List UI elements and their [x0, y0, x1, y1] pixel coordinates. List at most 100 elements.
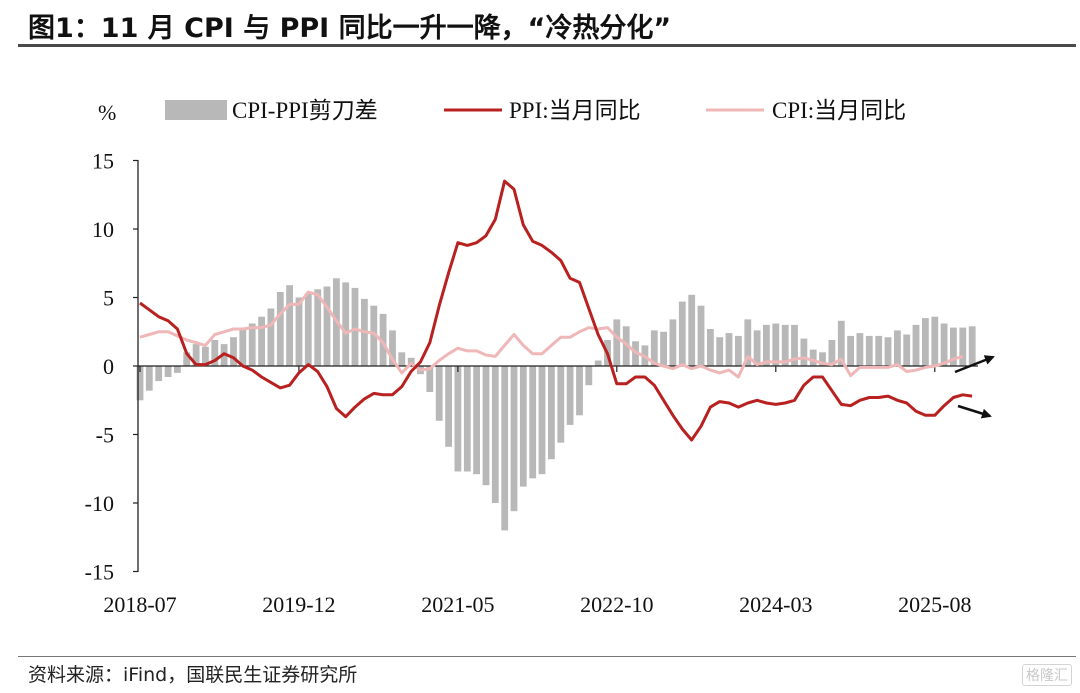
gap-bar — [286, 285, 293, 366]
y-tick-label: 15 — [92, 149, 114, 174]
gap-bar — [753, 330, 761, 366]
y-tick-label: 10 — [92, 217, 114, 242]
gap-bar — [435, 366, 443, 421]
gap-bar — [426, 366, 434, 392]
gap-bar — [370, 305, 378, 366]
gap-bar — [351, 287, 359, 366]
gap-bar — [510, 366, 518, 512]
gap-bar — [136, 366, 144, 401]
gap-bar — [557, 366, 565, 443]
gap-bar — [912, 324, 920, 366]
source-note: 资料来源：iFind，国联民生证券研究所 — [28, 664, 358, 686]
gap-bar — [379, 313, 387, 366]
gap-bar — [519, 366, 527, 487]
legend-gap-swatch — [165, 100, 227, 120]
gap-bar — [744, 319, 752, 366]
gap-bar — [968, 326, 976, 366]
gap-bar — [454, 366, 462, 472]
gap-bar — [491, 366, 499, 503]
gap-bar — [884, 337, 892, 366]
gap-bar — [267, 308, 275, 366]
gap-bars — [136, 278, 976, 531]
gap-bar — [688, 294, 696, 366]
y-tick-label: -5 — [96, 423, 114, 448]
gap-bar — [660, 331, 667, 367]
gap-bar — [950, 327, 957, 366]
legend-cpi-label: CPI:当月同比 — [772, 98, 906, 123]
gap-bar — [538, 366, 546, 475]
x-tick-label: 2022-10 — [580, 592, 653, 617]
gap-bar — [622, 326, 630, 366]
unit-label: % — [98, 100, 116, 125]
gap-bar — [847, 335, 854, 366]
gap-bar — [856, 333, 864, 366]
gap-bar — [940, 323, 948, 366]
gap-bar — [959, 327, 967, 366]
gap-bar — [837, 320, 845, 366]
gap-bar — [174, 366, 181, 373]
gap-bar — [398, 352, 406, 366]
gap-bar — [697, 305, 705, 366]
gap-bar — [192, 344, 200, 366]
gap-bar — [707, 329, 714, 366]
gap-bar — [566, 366, 574, 425]
gap-bar — [548, 366, 555, 460]
watermark-logo: 格隆汇 — [1022, 664, 1072, 686]
gap-bar — [650, 330, 658, 366]
gap-bar — [772, 323, 780, 366]
gap-bar — [735, 335, 742, 366]
gap-bar — [276, 292, 284, 366]
x-tick-label: 2025-08 — [898, 592, 971, 617]
up-trend-arrow — [954, 355, 995, 374]
source-divider — [18, 656, 1076, 657]
gap-bar — [865, 335, 873, 366]
gap-bar — [463, 366, 471, 472]
gap-bar — [613, 319, 621, 366]
down-trend-arrow — [957, 404, 992, 419]
legend-ppi-label: PPI:当月同比 — [509, 98, 641, 123]
x-tick-label: 2024-03 — [739, 592, 812, 617]
gap-bar — [529, 366, 537, 479]
gap-bar — [239, 329, 247, 366]
gap-bar — [763, 324, 770, 366]
gap-bar — [791, 324, 798, 366]
gap-bar — [678, 301, 686, 366]
gap-bar — [931, 316, 939, 366]
gap-bar — [164, 366, 172, 377]
gap-bar — [894, 330, 901, 366]
gap-bar — [922, 318, 929, 366]
gap-bar — [482, 366, 490, 486]
gap-bar — [501, 366, 509, 531]
gap-bar — [594, 360, 602, 366]
x-tick-label: 2021-05 — [421, 592, 494, 617]
gap-bar — [576, 366, 583, 416]
gap-bar — [875, 335, 883, 366]
gap-bar — [445, 366, 452, 447]
gap-bar — [230, 337, 237, 366]
gap-bar — [295, 297, 303, 366]
gap-bar — [800, 338, 808, 366]
y-tick-label: 5 — [103, 286, 114, 311]
gap-bar — [725, 333, 733, 366]
gap-bar — [809, 349, 817, 366]
gap-bar — [389, 330, 396, 366]
gap-bar — [248, 323, 256, 366]
gap-bar — [183, 352, 191, 366]
gap-bar — [903, 334, 911, 366]
gap-bar — [314, 289, 322, 366]
gap-bar — [258, 316, 265, 366]
gap-bar — [716, 337, 724, 366]
gap-bar — [211, 340, 219, 366]
gap-bar — [323, 286, 331, 366]
y-tick-label: -10 — [85, 491, 114, 516]
gap-bar — [155, 366, 163, 382]
title-divider — [18, 44, 1076, 47]
gap-bar — [781, 324, 789, 366]
gap-bar — [585, 366, 593, 386]
gap-bar — [669, 319, 677, 366]
gap-bar — [202, 346, 209, 366]
gap-bar — [473, 366, 480, 475]
gap-bar — [145, 366, 153, 391]
x-tick-label: 2019-12 — [262, 592, 335, 617]
chart-title: 图1：11 月 CPI 与 PPI 同比一升一降，“冷热分化” — [28, 13, 672, 44]
